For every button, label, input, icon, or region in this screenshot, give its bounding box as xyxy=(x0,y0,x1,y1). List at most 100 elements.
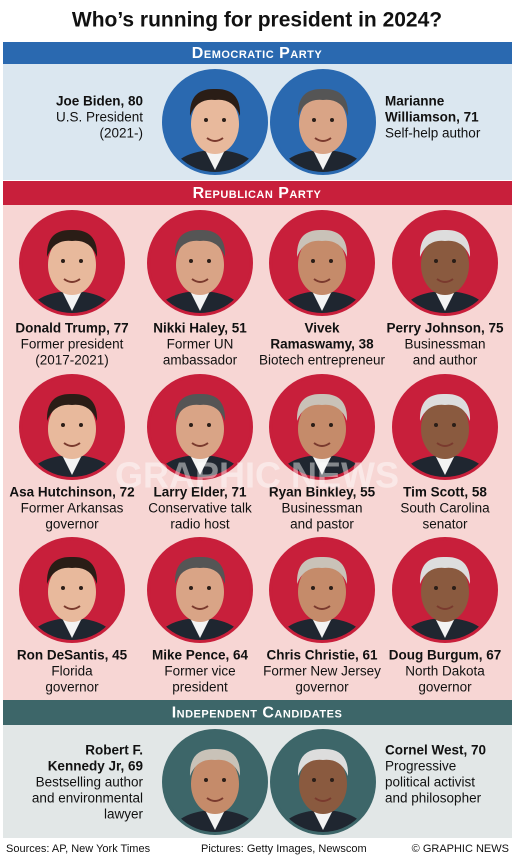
candidate-name: Ryan Binkley, 55 xyxy=(269,485,376,500)
eye xyxy=(452,259,456,263)
candidate-description: and philosopher xyxy=(385,791,482,806)
face xyxy=(299,754,347,814)
candidate-description: North Dakota xyxy=(405,664,485,679)
candidate-description: Former vice xyxy=(164,664,235,679)
candidate-description: Former Arkansas xyxy=(21,501,124,516)
mouth xyxy=(313,605,331,610)
candidate-description: and environmental xyxy=(32,791,143,806)
candidate-description: Businessman xyxy=(404,337,485,352)
eye xyxy=(222,778,226,782)
hair xyxy=(46,229,98,257)
suit xyxy=(279,150,367,172)
collar xyxy=(313,457,331,475)
candidate-name: Cornel West, 70 xyxy=(385,743,486,758)
collar xyxy=(191,293,209,311)
eye xyxy=(312,118,316,122)
hair xyxy=(297,748,349,776)
mouth xyxy=(436,442,454,447)
portrait xyxy=(395,213,495,313)
portrait xyxy=(165,72,265,172)
collar xyxy=(314,152,332,170)
eye xyxy=(61,259,65,263)
candidate-description: and pastor xyxy=(290,517,354,532)
candidate-name: Ron DeSantis, 45 xyxy=(17,648,128,663)
eye xyxy=(189,586,193,590)
candidate-name: Williamson, 71 xyxy=(385,110,479,125)
face xyxy=(48,399,96,459)
collar xyxy=(436,620,454,638)
watermark: GRAPHIC NEWS xyxy=(115,455,399,496)
candidate-description: governor xyxy=(45,517,99,532)
candidate-description: Conservative talk xyxy=(148,501,252,516)
hair xyxy=(296,556,348,584)
candidate-name: Vivek xyxy=(304,321,340,336)
portrait xyxy=(150,540,250,640)
hair xyxy=(174,393,226,421)
face xyxy=(298,562,346,622)
eye xyxy=(452,423,456,427)
eye xyxy=(207,586,211,590)
eye xyxy=(311,423,315,427)
mouth xyxy=(436,278,454,283)
candidate-description: Businessman xyxy=(281,501,362,516)
hair xyxy=(174,556,226,584)
section-header: Democratic Party xyxy=(192,45,323,62)
candidate-name: Robert F. xyxy=(85,743,143,758)
portrait xyxy=(22,540,122,640)
portrait xyxy=(272,377,372,477)
suit xyxy=(156,455,244,477)
suit xyxy=(278,618,366,640)
mouth xyxy=(206,137,224,142)
face xyxy=(299,94,347,154)
portrait xyxy=(273,72,373,172)
face xyxy=(421,562,469,622)
candidate-description: (2021-) xyxy=(99,126,143,141)
footer-sources: Sources: AP, New York Times xyxy=(6,843,151,855)
footer-credit: © GRAPHIC NEWS xyxy=(412,843,509,855)
candidate-description: political activist xyxy=(385,775,475,790)
eye xyxy=(311,259,315,263)
mouth xyxy=(63,278,81,283)
eye xyxy=(434,423,438,427)
eye xyxy=(189,259,193,263)
face xyxy=(298,235,346,295)
eye xyxy=(330,778,334,782)
eye xyxy=(329,586,333,590)
footer-pictures: Pictures: Getty Images, Newscom xyxy=(201,843,367,855)
face xyxy=(421,235,469,295)
portrait xyxy=(272,213,372,313)
portrait xyxy=(22,377,122,477)
mouth xyxy=(63,605,81,610)
candidate-description: Former president xyxy=(21,337,124,352)
portrait xyxy=(395,377,495,477)
candidate-name: Joe Biden, 80 xyxy=(56,94,143,109)
candidate-name: Marianne xyxy=(385,94,445,109)
section-header: Independent Candidates xyxy=(172,705,343,722)
mouth xyxy=(314,797,332,802)
mouth xyxy=(191,605,209,610)
eye xyxy=(189,423,193,427)
hair xyxy=(296,229,348,257)
suit xyxy=(279,810,367,832)
candidate-description: Self-help author xyxy=(385,126,481,141)
face xyxy=(176,235,224,295)
candidate-description: ambassador xyxy=(163,353,238,368)
candidate-description: senator xyxy=(422,517,468,532)
section-header: Republican Party xyxy=(193,185,322,202)
candidate-name: Chris Christie, 61 xyxy=(266,648,378,663)
hair xyxy=(174,229,226,257)
section-header-bar xyxy=(3,700,512,725)
candidate-description: governor xyxy=(295,680,349,695)
candidate-description: governor xyxy=(418,680,472,695)
suit xyxy=(401,618,489,640)
candidate-description: Biotech entrepreneur xyxy=(259,353,386,368)
hair xyxy=(46,393,98,421)
portrait xyxy=(22,213,122,313)
eye xyxy=(79,423,83,427)
candidate-description: Florida xyxy=(51,664,93,679)
eye xyxy=(79,259,83,263)
collar xyxy=(436,457,454,475)
collar xyxy=(63,620,81,638)
collar xyxy=(191,457,209,475)
